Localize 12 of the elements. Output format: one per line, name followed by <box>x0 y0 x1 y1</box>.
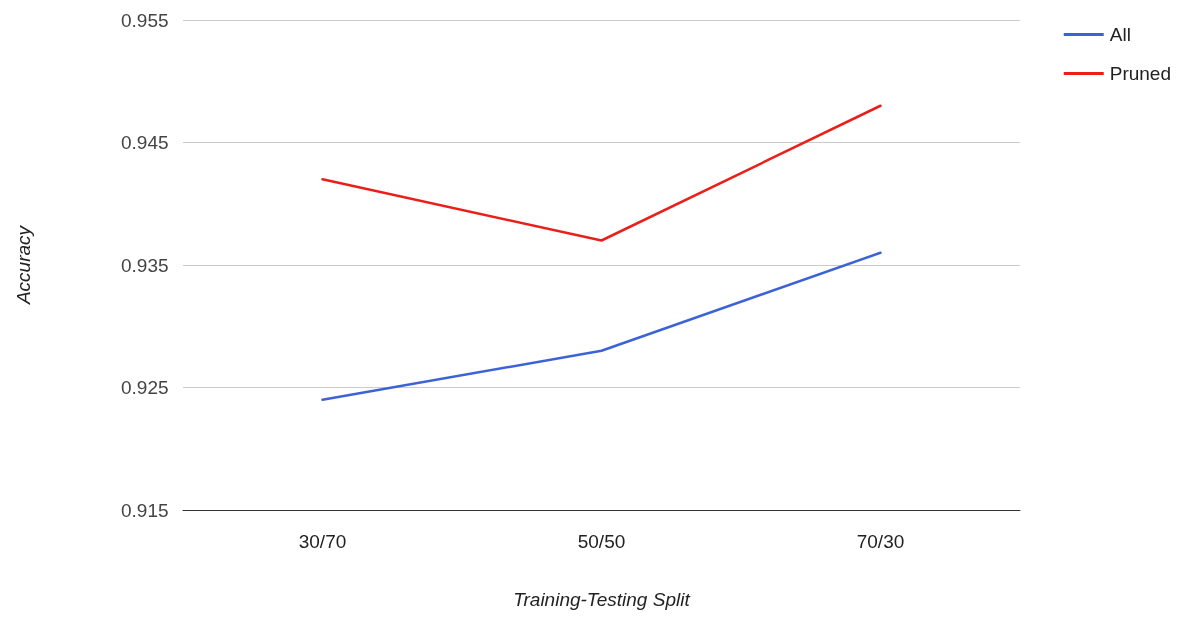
y-tick-label: 0.925 <box>121 377 169 398</box>
x-axis-title: Training-Testing Split <box>513 589 691 610</box>
legend-label: All <box>1109 24 1131 45</box>
y-tick-label: 0.945 <box>121 132 169 153</box>
x-tick-label: 30/70 <box>298 531 347 552</box>
x-tick-label: 70/30 <box>856 531 905 552</box>
y-tick-label: 0.955 <box>121 9 169 31</box>
legend-label: Pruned <box>1109 63 1172 84</box>
y-tick-label: 0.935 <box>121 254 169 276</box>
x-tick-label: 50/50 <box>577 531 626 552</box>
y-tick-label: 0.915 <box>121 499 169 521</box>
y-axis-title: Accuracy <box>13 224 34 306</box>
